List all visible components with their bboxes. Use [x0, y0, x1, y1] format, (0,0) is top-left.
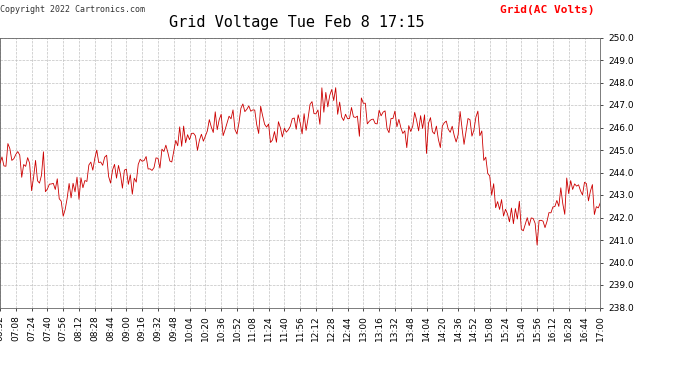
Text: Grid Voltage Tue Feb 8 17:15: Grid Voltage Tue Feb 8 17:15	[169, 15, 424, 30]
Text: Copyright 2022 Cartronics.com: Copyright 2022 Cartronics.com	[0, 5, 145, 14]
Text: Grid(AC Volts): Grid(AC Volts)	[500, 5, 594, 15]
